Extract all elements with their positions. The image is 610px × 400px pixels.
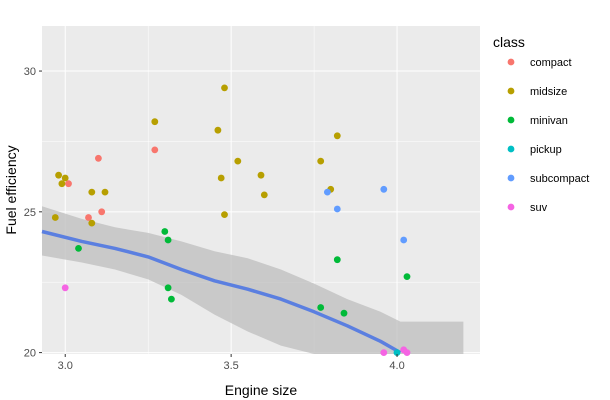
point-midsize [217, 174, 225, 182]
point-compact [98, 208, 106, 216]
point-midsize [333, 132, 341, 140]
legend-label-subcompact: subcompact [530, 173, 589, 185]
x-axis-title: Engine size [225, 382, 298, 398]
point-minivan [317, 304, 325, 311]
point-pickup [393, 349, 401, 356]
point-midsize [151, 118, 159, 126]
point-minivan [168, 295, 175, 303]
point-midsize [101, 188, 109, 196]
legend-label-pickup: pickup [530, 144, 562, 156]
point-suv [61, 284, 69, 292]
point-minivan [164, 236, 172, 244]
legend-key-subcompact [507, 174, 515, 182]
point-subcompact [333, 205, 341, 213]
point-midsize [260, 191, 268, 199]
point-midsize [221, 211, 228, 219]
x-tick-label: 4.0 [389, 360, 404, 372]
confidence-ribbon [42, 206, 464, 354]
legend: class compact midsize minivan pickup subcomp… [493, 34, 589, 214]
point-compact [95, 154, 102, 162]
legend-label-compact: compact [530, 57, 572, 69]
legend-key-midsize [507, 87, 515, 95]
point-midsize [88, 188, 96, 196]
legend-key-compact [507, 58, 515, 66]
data-points [51, 84, 411, 356]
point-minivan [340, 309, 348, 317]
point-midsize [234, 157, 242, 165]
plot-area [41, 84, 464, 356]
point-midsize [88, 219, 96, 227]
point-midsize [51, 214, 59, 221]
point-midsize [317, 157, 325, 165]
y-axis-title: Fuel efficiency [3, 145, 19, 234]
legend-key-minivan [507, 116, 515, 124]
point-compact [85, 214, 92, 221]
point-minivan [164, 284, 172, 292]
point-subcompact [400, 236, 408, 244]
legend-title: class [493, 34, 525, 50]
legend-label-midsize: midsize [530, 86, 567, 98]
smooth-trend-line [41, 229, 402, 355]
legend-key-pickup [507, 145, 515, 153]
point-compact [65, 180, 72, 188]
point-minivan [403, 273, 411, 280]
x-tick-label: 3.5 [223, 360, 238, 372]
point-midsize [214, 126, 222, 134]
legend-key-suv [507, 203, 515, 211]
point-subcompact [380, 185, 388, 193]
point-minivan [333, 256, 341, 264]
point-midsize [257, 171, 265, 179]
point-compact [151, 146, 159, 154]
y-tick-label: 30 [24, 66, 36, 78]
point-suv [380, 349, 388, 356]
y-tick-label: 25 [24, 207, 36, 219]
legend-label-minivan: minivan [530, 115, 568, 127]
point-minivan [75, 245, 82, 252]
point-midsize [58, 180, 66, 188]
y-tick-label: 20 [24, 348, 36, 360]
legend-items: compact midsize minivan pickup subcompact suv [507, 57, 589, 214]
point-suv [403, 349, 411, 356]
point-midsize [55, 171, 62, 179]
legend-label-suv: suv [530, 202, 548, 214]
x-axis-ticks: 3.0 3.5 4.0 [58, 354, 405, 372]
point-midsize [221, 84, 228, 92]
point-minivan [161, 228, 169, 235]
point-subcompact [324, 188, 331, 196]
point-midsize [61, 174, 69, 182]
x-tick-label: 3.0 [58, 360, 73, 372]
y-axis-ticks: 20 25 30 [24, 66, 42, 360]
